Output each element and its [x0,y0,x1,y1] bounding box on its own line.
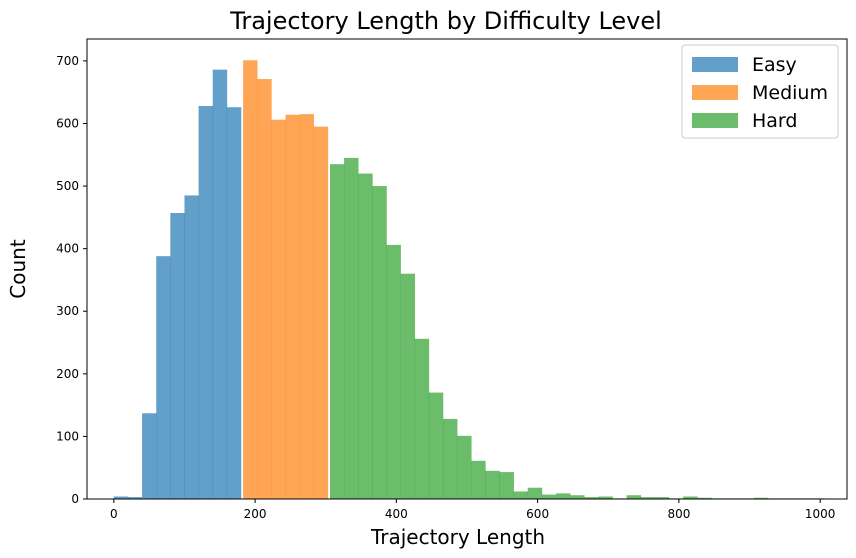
bars-group [113,60,825,500]
bar-hard-25 [683,496,698,499]
bar-hard-23 [654,497,670,499]
bar-hard-14 [527,487,543,499]
bar-easy-3 [156,256,171,499]
y-tick-label: 700 [56,54,79,68]
plot-frame [86,38,848,500]
bar-hard-2 [358,173,373,499]
legend-swatch-hard [692,113,738,128]
y-tick-label: 100 [56,429,79,443]
y-tick-label: 400 [56,242,79,256]
bar-easy-4 [170,212,185,500]
bar-medium-4 [299,114,315,499]
bar-hard-3 [372,186,387,499]
y-tick-label: 500 [56,179,79,193]
bar-hard-4 [386,244,401,499]
bar-hard-10 [471,460,486,499]
bar-easy-6 [198,105,214,499]
bar-hard-11 [485,470,500,499]
y-axis-label: Count [6,239,30,299]
bar-hard-17 [570,495,585,499]
bar-hard-22 [640,497,656,499]
y-tick-label: 600 [56,116,79,130]
x-tick-label: 600 [526,507,549,521]
bar-easy-1 [127,497,143,499]
bar-hard-16 [556,493,571,499]
bar-easy-0 [113,496,129,499]
legend-swatch-medium [692,85,738,100]
x-tick-label: 800 [667,507,690,521]
legend-swatch-easy [692,57,738,72]
bar-hard-19 [598,496,613,499]
bar-hard-12 [499,472,514,499]
y-tick-label: 200 [56,367,79,381]
bar-easy-8 [226,107,242,499]
y-tick-label: 300 [56,304,79,318]
x-tick-label: 0 [110,507,118,521]
bar-medium-2 [271,119,286,499]
legend-label-hard: Hard [752,110,797,132]
y-tick-label: 0 [71,492,79,506]
bar-medium-5 [313,126,329,500]
x-tick-label: 1000 [805,507,836,521]
bar-easy-7 [212,69,228,500]
bar-hard-5 [400,273,416,499]
bar-medium-1 [257,79,272,500]
bar-easy-2 [142,413,157,499]
x-axis-ticks: 0 200 400 600 800 1000 [110,499,835,521]
bar-easy-5 [184,195,199,499]
x-tick-label: 200 [244,507,267,521]
x-tick-label: 400 [385,507,408,521]
y-axis-ticks: 0 100 200 300 400 500 600 700 [56,54,87,506]
bar-hard-30 [753,497,769,499]
legend-label-medium: Medium [752,82,828,104]
bar-hard-1 [344,157,359,499]
bar-medium-0 [243,60,258,499]
bar-hard-7 [428,392,444,499]
bar-hard-18 [584,497,599,499]
x-axis-label: Trajectory Length [370,525,545,549]
legend-label-easy: Easy [752,54,797,76]
bar-hard-26 [697,497,712,499]
bar-hard-9 [457,435,472,499]
chart-title: Trajectory Length by Difficulty Level [229,7,662,35]
bar-hard-15 [541,494,557,499]
bar-medium-3 [285,114,300,499]
bar-hard-13 [513,491,529,499]
bar-hard-6 [414,338,430,499]
legend: Easy Medium Hard [681,44,839,139]
bar-hard-0 [329,164,345,500]
bar-hard-21 [626,495,642,499]
bar-hard-8 [442,418,458,499]
